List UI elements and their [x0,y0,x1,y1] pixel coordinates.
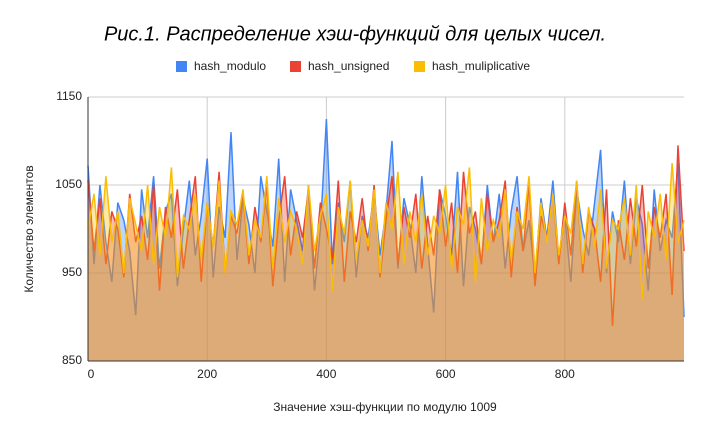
x-tick-label: 0 [88,367,95,381]
series-line [87,145,685,326]
chart-title: Рис.1. Распределение хэш-функций для цел… [104,23,606,45]
x-tick-label: 400 [316,367,336,381]
legend-label: hash_muliplicative [432,59,530,73]
series-area [88,119,684,361]
y-axis-label: Количество элементов [22,165,36,292]
series-area [88,145,684,361]
y-tick-label: 850 [62,353,82,367]
series-line [87,162,685,300]
y-tick-label: 950 [62,265,82,279]
legend-label: hash_modulo [194,59,266,73]
legend-swatch [414,61,425,72]
legend-swatch [176,61,187,72]
legend-label: hash_unsigned [308,59,389,73]
x-tick-label: 600 [436,367,456,381]
x-tick-label: 800 [555,367,575,381]
y-tick-label: 1050 [55,177,82,191]
legend-swatch [290,61,301,72]
y-tick-label: 1150 [56,89,82,103]
x-axis-label: Значение хэш-функции по модулю 1009 [273,400,497,414]
x-tick-label: 200 [197,367,217,381]
series-area [88,163,684,361]
